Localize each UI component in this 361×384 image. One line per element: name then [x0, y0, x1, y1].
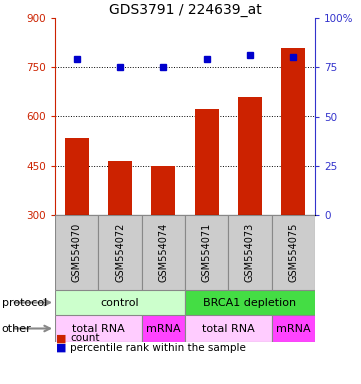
Bar: [55, 215, 98, 290]
Bar: [55, 315, 142, 342]
Text: ■: ■: [56, 333, 66, 343]
Bar: [272, 315, 315, 342]
Text: percentile rank within the sample: percentile rank within the sample: [70, 343, 246, 353]
Text: mRNA: mRNA: [276, 323, 311, 333]
Text: mRNA: mRNA: [146, 323, 180, 333]
Text: GSM554075: GSM554075: [288, 223, 298, 282]
Text: GSM554072: GSM554072: [115, 223, 125, 282]
Text: total RNA: total RNA: [202, 323, 255, 333]
Bar: [272, 215, 315, 290]
Text: control: control: [101, 298, 139, 308]
Bar: [238, 97, 262, 215]
Text: ■: ■: [56, 343, 66, 353]
Bar: [185, 315, 272, 342]
Text: BRCA1 depletion: BRCA1 depletion: [204, 298, 297, 308]
Text: other: other: [2, 323, 31, 333]
Title: GDS3791 / 224639_at: GDS3791 / 224639_at: [109, 3, 261, 17]
Bar: [185, 215, 229, 290]
Text: GSM554073: GSM554073: [245, 223, 255, 282]
Bar: [195, 109, 218, 215]
Text: GSM554070: GSM554070: [72, 223, 82, 282]
Bar: [98, 215, 142, 290]
Text: protocol: protocol: [2, 298, 47, 308]
Bar: [282, 48, 305, 215]
Bar: [151, 166, 175, 215]
Bar: [108, 162, 132, 215]
Bar: [229, 215, 272, 290]
Text: GSM554074: GSM554074: [158, 223, 168, 282]
Text: count: count: [70, 333, 100, 343]
Bar: [142, 315, 185, 342]
Text: GSM554071: GSM554071: [202, 223, 212, 282]
Bar: [142, 215, 185, 290]
Bar: [65, 138, 88, 215]
Bar: [185, 290, 315, 315]
Text: total RNA: total RNA: [72, 323, 125, 333]
Bar: [55, 290, 185, 315]
